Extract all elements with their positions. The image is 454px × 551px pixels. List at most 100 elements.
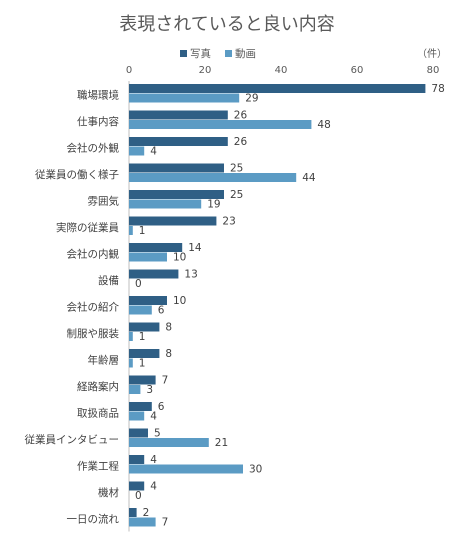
data-label-video: 0 xyxy=(135,490,142,502)
data-label-photo: 78 xyxy=(431,83,444,95)
x-axis-ticks: 0 20 40 60 80 xyxy=(126,65,440,76)
category-label: 年齢層 xyxy=(88,353,120,366)
legend-label-photo: 写真 xyxy=(190,47,211,60)
data-label-photo: 8 xyxy=(165,322,172,334)
data-label-photo: 13 xyxy=(184,269,197,281)
data-label-photo: 5 xyxy=(154,428,161,440)
bar-photo xyxy=(129,269,179,279)
data-label-photo: 8 xyxy=(165,348,172,360)
bar-photo xyxy=(129,243,183,252)
category-label: 作業工程 xyxy=(77,459,119,472)
data-label-photo: 14 xyxy=(188,242,202,254)
bar-photo xyxy=(129,349,160,358)
data-label-video: 0 xyxy=(135,278,142,290)
category-label: 仕事内容 xyxy=(77,115,119,128)
legend: 写真 動画 xyxy=(180,47,256,60)
category-label: 実際の従業員 xyxy=(56,221,119,234)
category-label: 機材 xyxy=(98,486,119,499)
bar-video xyxy=(129,411,145,421)
bar-video xyxy=(129,438,209,447)
data-label-video: 6 xyxy=(158,305,165,317)
bar-video xyxy=(129,517,156,527)
category-label: 従業員の働く様子 xyxy=(35,168,119,181)
bar-video xyxy=(129,385,141,394)
category-label: 従業員インタビュー xyxy=(25,433,120,446)
data-label-photo: 25 xyxy=(230,189,243,201)
data-label-video: 44 xyxy=(302,172,316,184)
bar-photo xyxy=(129,190,224,199)
bar-video xyxy=(129,120,312,129)
x-tick-label: 60 xyxy=(351,65,364,76)
category-label: 会社の紹介 xyxy=(67,300,120,313)
legend-swatch-video xyxy=(225,50,232,57)
bar-photo xyxy=(129,428,148,438)
x-tick-label: 20 xyxy=(199,65,212,76)
data-label-video: 30 xyxy=(249,464,262,476)
data-label-photo: 6 xyxy=(158,401,165,413)
data-label-photo: 25 xyxy=(230,163,243,175)
category-label: 会社の外観 xyxy=(67,141,120,154)
data-label-video: 3 xyxy=(146,384,153,396)
bars xyxy=(129,84,426,527)
bar-photo xyxy=(129,402,152,411)
bar-photo xyxy=(129,296,167,305)
data-label-video: 21 xyxy=(215,437,228,449)
data-label-photo: 26 xyxy=(234,136,248,148)
data-label-photo: 7 xyxy=(162,375,169,387)
bar-video xyxy=(129,332,133,341)
bar-photo xyxy=(129,455,145,464)
bar-video xyxy=(129,464,243,474)
bar-video xyxy=(129,173,297,182)
data-label-video: 1 xyxy=(139,358,146,370)
bar-photo xyxy=(129,375,156,385)
data-label-photo: 23 xyxy=(222,216,235,228)
chart-title: 表現されていると良い内容 xyxy=(119,14,334,35)
bar-photo xyxy=(129,110,228,120)
data-label-video: 1 xyxy=(139,225,146,237)
bar-video xyxy=(129,93,240,103)
category-label: 職場環境 xyxy=(77,88,119,101)
bar-photo xyxy=(129,508,137,517)
data-labels: 7829264826425442519231141013010681817364… xyxy=(135,83,445,529)
data-label-photo: 2 xyxy=(143,507,150,519)
bar-photo xyxy=(129,216,217,226)
data-label-photo: 4 xyxy=(150,481,157,493)
bar-video xyxy=(129,146,145,156)
data-label-video: 29 xyxy=(245,93,258,105)
bar-photo xyxy=(129,84,426,93)
data-label-photo: 26 xyxy=(234,110,248,122)
x-tick-label: 0 xyxy=(126,65,132,76)
data-label-video: 4 xyxy=(150,411,157,423)
bar-video xyxy=(129,226,133,235)
category-label: 設備 xyxy=(98,274,119,287)
category-label: 経路案内 xyxy=(77,380,119,393)
data-label-video: 19 xyxy=(207,199,220,211)
bar-video xyxy=(129,252,167,262)
unit-label: （件） xyxy=(417,48,447,60)
category-labels: 職場環境仕事内容会社の外観従業員の働く様子雰囲気実際の従業員会社の内観設備会社の… xyxy=(25,88,120,525)
data-label-video: 48 xyxy=(317,119,330,131)
data-label-video: 10 xyxy=(173,252,186,264)
category-label: 取扱商品 xyxy=(77,406,119,419)
x-tick-label: 40 xyxy=(275,65,288,76)
bar-video xyxy=(129,199,202,209)
category-label: 会社の内観 xyxy=(67,247,120,260)
x-tick-label: 80 xyxy=(427,65,440,76)
legend-label-video: 動画 xyxy=(235,47,256,60)
data-label-video: 1 xyxy=(139,331,146,343)
category-label: 制服や服装 xyxy=(67,327,120,340)
bar-photo xyxy=(129,163,224,173)
data-label-photo: 10 xyxy=(173,295,186,307)
bar-video xyxy=(129,305,152,315)
category-label: 一日の流れ xyxy=(67,512,120,525)
data-label-video: 7 xyxy=(162,517,169,529)
category-label: 雰囲気 xyxy=(88,194,120,207)
bar-photo xyxy=(129,481,145,491)
bar-photo xyxy=(129,322,160,332)
legend-swatch-photo xyxy=(180,50,187,57)
data-label-video: 4 xyxy=(150,146,157,158)
data-label-photo: 4 xyxy=(150,454,157,466)
bar-photo xyxy=(129,137,228,146)
bar-video xyxy=(129,358,133,368)
